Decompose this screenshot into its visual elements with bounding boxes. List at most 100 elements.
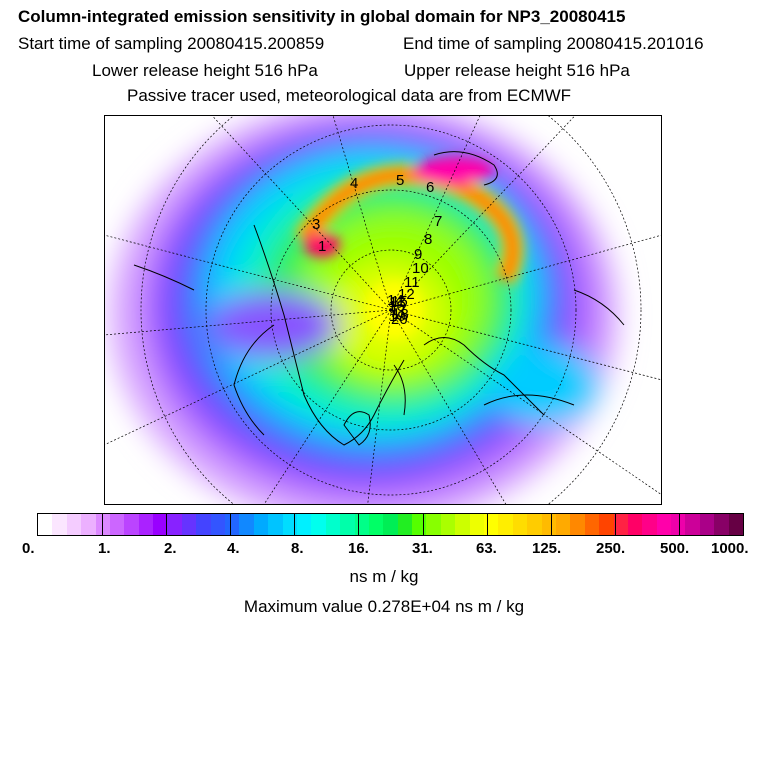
colorbar-swatch: [527, 514, 543, 535]
colorbar-swatch: [642, 514, 658, 535]
trajectory-label: 14: [387, 292, 404, 309]
colorbar-swatch: [138, 514, 154, 535]
colorbar-separator: [102, 514, 104, 535]
colorbar-separator: [486, 514, 488, 535]
colorbar-swatch: [153, 514, 168, 535]
colorbar-tick-label: 8.: [291, 540, 304, 557]
trajectory-label: 6: [426, 179, 434, 196]
trajectory-label: 7: [434, 213, 442, 230]
trajectory-label: 20: [391, 311, 408, 328]
colorbar-swatch: [109, 514, 125, 535]
trajectory-label: 4: [350, 175, 358, 192]
colorbar-tick-label: 31.: [412, 540, 433, 557]
colorbar-swatch: [196, 514, 212, 535]
colorbar-swatch: [38, 514, 53, 535]
colorbar-swatch: [397, 514, 413, 535]
colorbar-tick-label: 250.: [596, 540, 626, 557]
colorbar-swatch: [613, 514, 629, 535]
end-time-text: End time of sampling 20080415.201016: [403, 34, 704, 53]
colorbar-swatch: [412, 514, 427, 535]
colorbar-separator: [550, 514, 552, 535]
trajectory-label: 12: [398, 286, 415, 303]
colorbar-swatch: [599, 514, 614, 535]
colorbar-separator: [294, 514, 296, 535]
maximum-value-text: Maximum value 0.278E+04 ns m / kg: [243, 597, 525, 616]
colorbar-tick-label: 0.: [22, 540, 35, 557]
colorbar-swatch: [498, 514, 514, 535]
trajectory-label: 13: [389, 294, 406, 311]
colorbar-separator: [166, 514, 168, 535]
map-canvas: 1 3 4 5 6 7 8 9 10 11 12 13 14 15 16 17 …: [104, 115, 662, 505]
colorbar-units: ns m / kg: [349, 567, 419, 586]
start-time-text: Start time of sampling 20080415.200859: [18, 34, 325, 53]
colorbar-swatch: [368, 514, 384, 535]
colorbar-swatch: [225, 514, 240, 535]
page-title: Column-integrated emission sensitivity i…: [18, 7, 626, 26]
colorbar-swatch: [383, 514, 399, 535]
colorbar-swatch: [699, 514, 715, 535]
colorbar-tick-label: 63.: [476, 540, 497, 557]
colorbar-tick-label: 1.: [98, 540, 111, 557]
colorbar-tick-label: 500.: [660, 540, 690, 557]
colorbar-tick-label: 125.: [532, 540, 562, 557]
colorbar-swatch: [555, 514, 571, 535]
colorbar-swatch: [52, 514, 68, 535]
trajectory-label: 8: [424, 231, 432, 248]
colorbar-swatch: [484, 514, 499, 535]
colorbar-swatch: [354, 514, 370, 535]
colorbar-separator: [678, 514, 680, 535]
trajectory-label: 19: [389, 308, 406, 325]
colorbar-separator: [230, 514, 232, 535]
colorbar-swatch: [627, 514, 643, 535]
trajectory-label: 18: [392, 306, 409, 323]
colorbar-swatch: [81, 514, 97, 535]
trajectory-label: 3: [312, 216, 320, 233]
upper-release-height-text: Upper release height 516 hPa: [404, 61, 630, 80]
trajectory-label: 16: [388, 298, 405, 315]
tracer-info-text: Passive tracer used, meteorological data…: [127, 86, 572, 105]
colorbar-swatch: [239, 514, 255, 535]
lower-release-height-text: Lower release height 516 hPa: [92, 61, 318, 80]
colorbar-swatch: [253, 514, 269, 535]
trajectory-label: 17: [390, 302, 407, 319]
colorbar-swatch: [512, 514, 528, 535]
colorbar-swatch: [296, 514, 312, 535]
sensitivity-map: 1 3 4 5 6 7 8 9 10 11 12 13 14 15 16 17 …: [104, 115, 662, 505]
colorbar-swatch: [440, 514, 456, 535]
colorbar-swatch: [455, 514, 471, 535]
trajectory-label: 15: [391, 293, 408, 310]
colorbar-swatch: [340, 514, 356, 535]
colorbar-swatch: [210, 514, 226, 535]
trajectory-label: 1: [318, 238, 326, 255]
colorbar-swatch: [124, 514, 140, 535]
colorbar-swatch: [311, 514, 327, 535]
colorbar-swatch: [469, 514, 485, 535]
colorbar: [37, 513, 744, 536]
colorbar-swatch: [268, 514, 284, 535]
colorbar-separator: [614, 514, 616, 535]
colorbar-swatch: [541, 514, 557, 535]
colorbar-swatch: [181, 514, 197, 535]
colorbar-swatch: [728, 514, 744, 535]
colorbar-separator: [358, 514, 360, 535]
colorbar-tick-label: 16.: [348, 540, 369, 557]
colorbar-separator: [422, 514, 424, 535]
colorbar-tick-label: 2.: [164, 540, 177, 557]
colorbar-tick-label: 1000.: [711, 540, 749, 557]
colorbar-swatch: [714, 514, 730, 535]
colorbar-swatch: [426, 514, 442, 535]
colorbar-tick-label: 4.: [227, 540, 240, 557]
trajectory-label: 9: [414, 246, 422, 263]
colorbar-swatch: [570, 514, 586, 535]
trajectory-label: 11: [404, 274, 420, 291]
colorbar-swatch: [66, 514, 82, 535]
colorbar-swatch: [325, 514, 341, 535]
trajectory-label: 10: [412, 260, 429, 277]
colorbar-swatch: [584, 514, 600, 535]
colorbar-swatch: [656, 514, 672, 535]
colorbar-swatch: [282, 514, 298, 535]
trajectory-label: 5: [396, 172, 404, 189]
colorbar-swatch: [671, 514, 686, 535]
colorbar-swatch: [685, 514, 701, 535]
colorbar-swatch: [167, 514, 183, 535]
